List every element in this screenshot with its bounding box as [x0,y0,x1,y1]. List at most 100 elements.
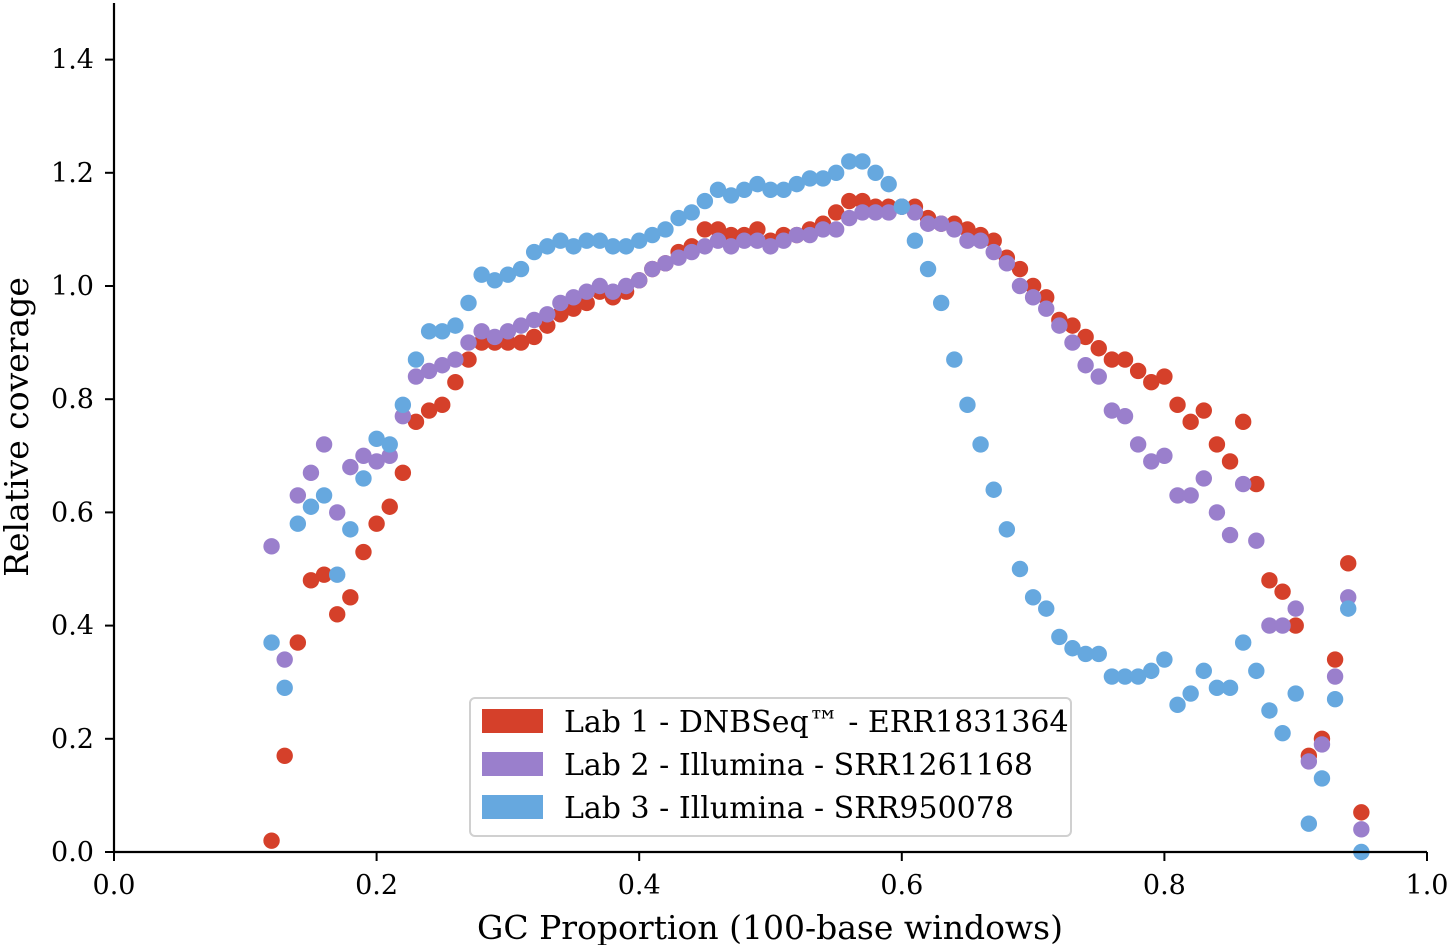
y-tick-label: 0.2 [51,724,94,755]
data-point [1024,277,1042,295]
tick-labels: 0.0 0.2 0.4 0.6 0.8 1.0 0.0 0.2 0.4 0.6 0.8 1.0 1.2 1… [51,45,1447,901]
plot-points [263,153,1370,861]
data-point [525,311,543,329]
data-point [1182,487,1199,504]
data-point [578,294,595,312]
data-point [1038,289,1055,306]
y-tick-label: 1.0 [51,271,94,302]
data-point [946,221,963,238]
data-point [1234,475,1252,493]
data-point [565,289,582,306]
data-point [1300,753,1318,770]
legend-swatch [482,795,543,819]
data-point [1195,402,1212,419]
data-point [617,277,635,295]
data-point [959,221,976,238]
data-point [552,232,569,249]
data-point [315,436,333,453]
data-point [1340,600,1357,617]
data-point [434,396,451,414]
data-point [867,164,884,181]
data-point [302,572,320,589]
data-point [946,351,963,368]
data-point [1313,770,1331,787]
data-point [289,487,307,504]
data-point [893,198,910,215]
legend: Lab 1 - DNBSeq™ - ERR1831364 Lab 2 - Illu… [469,697,1072,837]
x-tick-label: 0.2 [355,870,398,901]
data-point [1274,724,1291,742]
data-point [1274,583,1291,600]
series-3-points [263,153,1370,861]
legend-swatch [482,752,543,776]
data-point [736,181,753,198]
data-point [499,334,517,351]
data-point [709,232,727,249]
data-point [1326,668,1344,685]
data-point [814,170,832,187]
data-point [1129,668,1147,685]
data-point [1011,277,1029,295]
data-point [1234,413,1252,431]
data-point [1011,560,1029,578]
data-point [1182,685,1199,702]
data-point [657,255,674,272]
data-point [631,272,648,289]
data-point [1064,317,1081,334]
data-point [1038,600,1055,617]
data-point [788,175,805,193]
series-1-points [263,192,1370,849]
data-point [499,323,517,340]
data-point [407,413,425,431]
data-point [420,362,438,380]
data-point [289,634,307,651]
data-point [1038,300,1055,317]
data-point [473,334,490,351]
data-point [998,255,1016,272]
data-point [394,407,412,425]
data-point [1143,374,1160,391]
data-point [460,334,477,351]
data-point [749,232,766,249]
data-point [447,374,464,391]
y-tick-label: 0.8 [51,384,94,415]
data-point [1129,362,1147,380]
data-point [932,215,950,232]
data-point [276,679,293,697]
data-point [460,294,477,312]
data-point [880,204,897,221]
data-point [342,521,359,538]
data-point [407,351,425,368]
data-point [302,498,320,515]
data-point [854,204,871,221]
data-point [434,357,451,374]
data-point [473,323,490,340]
data-point [342,458,359,476]
data-point [709,221,727,238]
data-point [801,226,819,244]
data-point [854,153,871,170]
data-point [1077,357,1094,374]
data-point [1077,645,1094,663]
data-point [1261,702,1278,719]
data-point [539,306,556,323]
data-point [394,396,412,414]
data-point [919,215,937,232]
data-point [1103,402,1121,419]
data-point [1090,340,1107,357]
data-point [1340,555,1357,572]
data-point [1103,351,1121,368]
data-point [512,334,530,351]
data-point [841,192,858,210]
data-point [302,464,320,481]
data-point [276,747,293,764]
data-point [775,181,792,198]
data-point [394,464,412,481]
data-point [578,232,595,249]
data-point [355,447,372,464]
data-point [1353,804,1370,821]
x-tick-label: 0.4 [618,870,661,901]
data-point [880,175,897,193]
data-point [1326,690,1344,708]
data-point [985,232,1002,249]
